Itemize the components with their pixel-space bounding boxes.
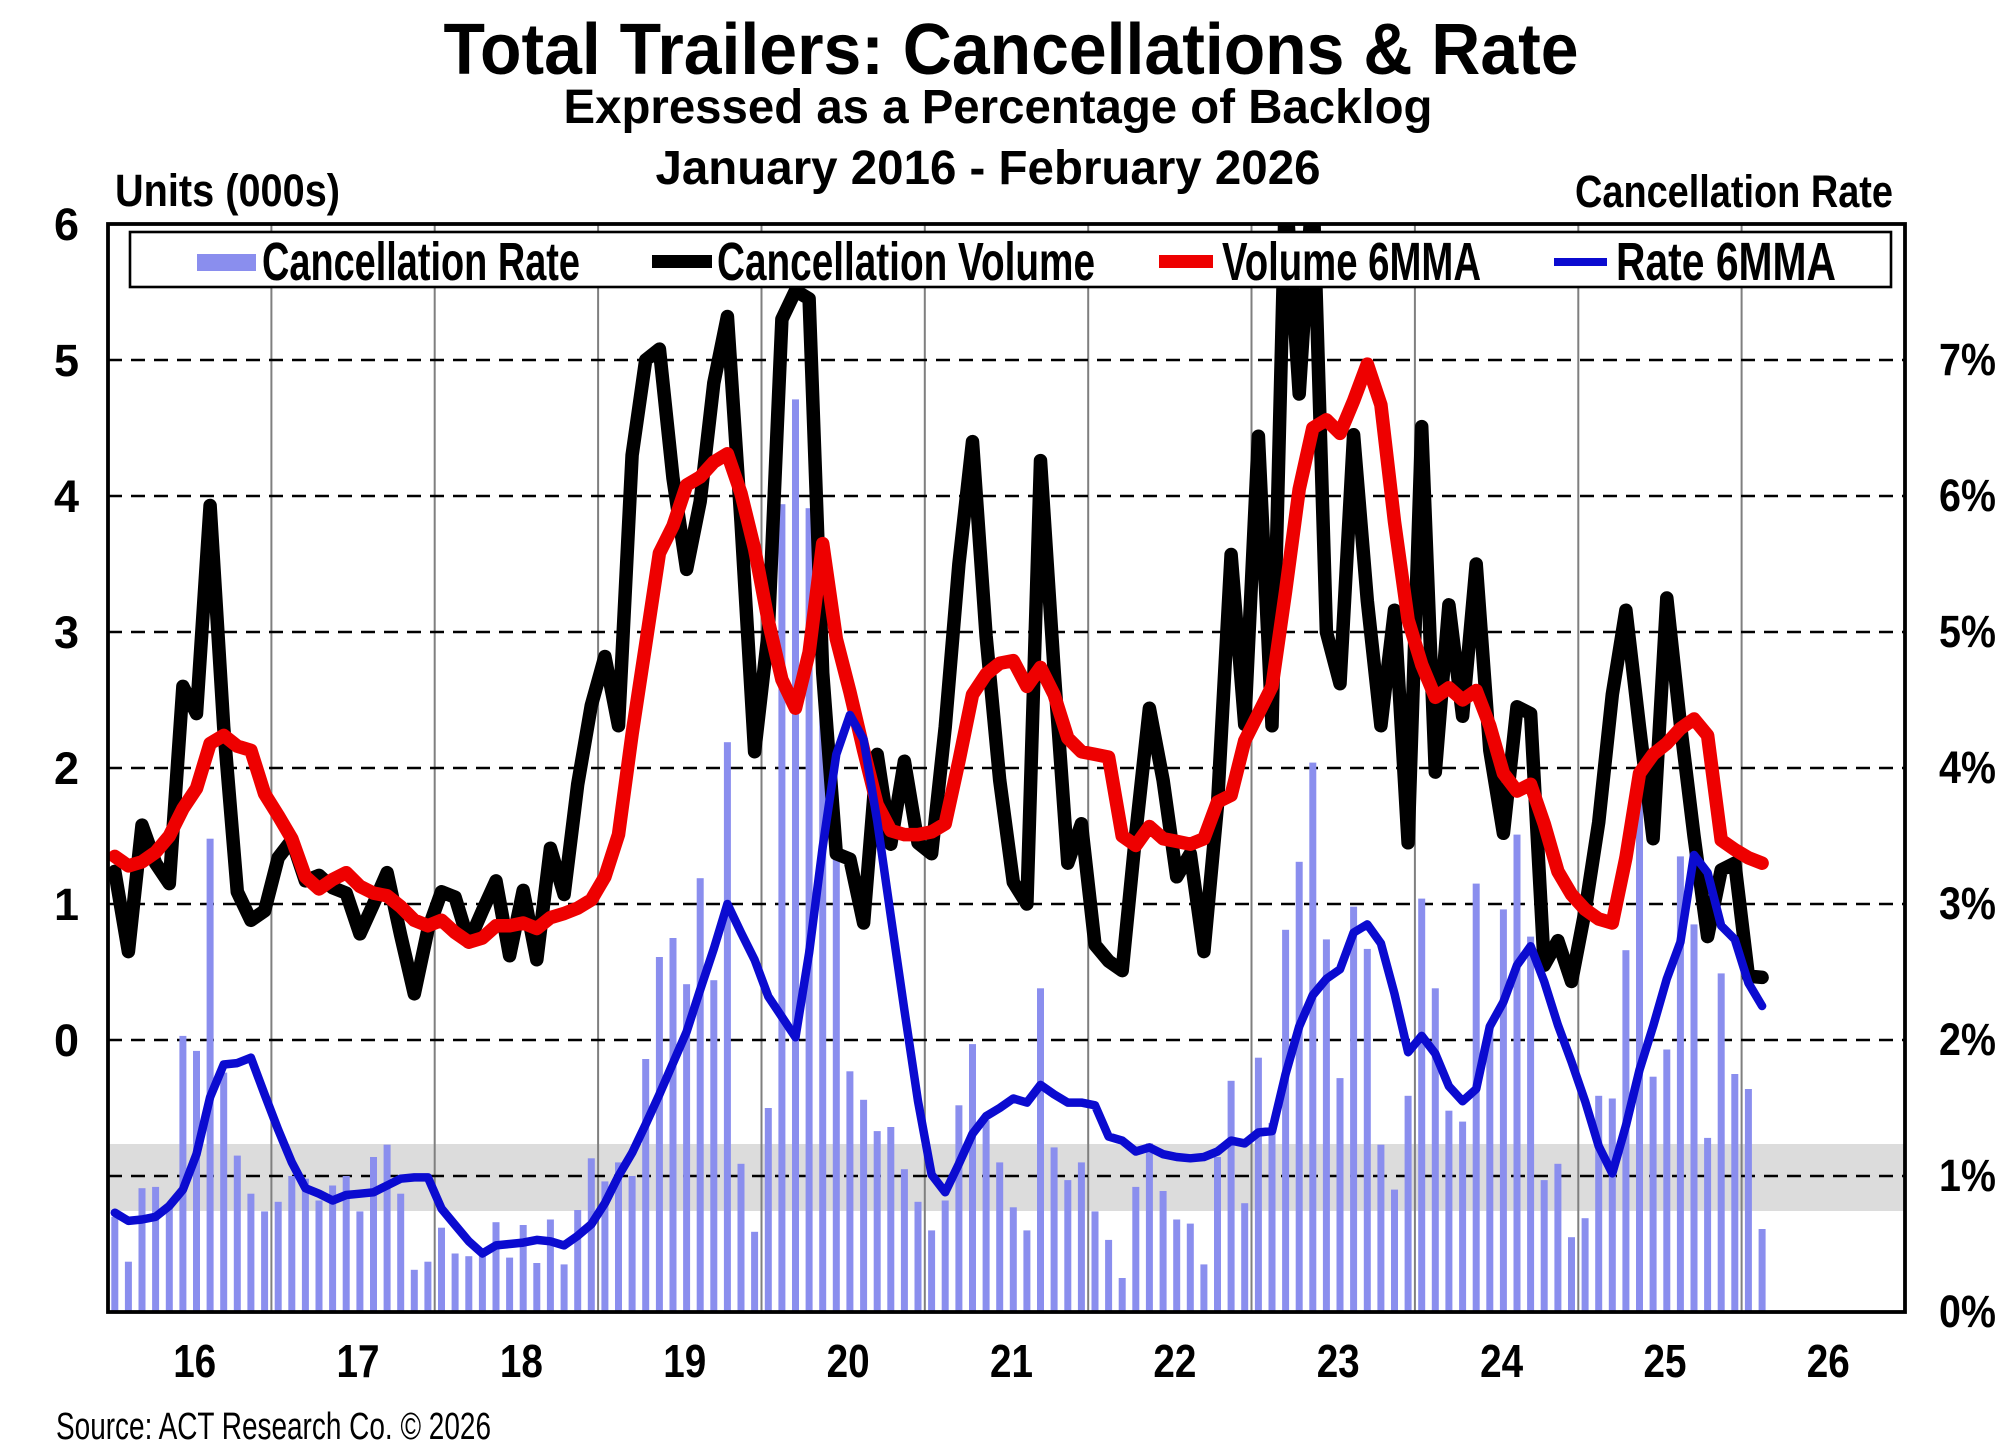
svg-text:6: 6 <box>54 199 79 250</box>
svg-text:2: 2 <box>54 743 79 794</box>
svg-text:4%: 4% <box>1939 742 1996 793</box>
svg-text:January 2016 - February 2026: January 2016 - February 2026 <box>656 142 1321 195</box>
svg-text:23: 23 <box>1317 1335 1360 1387</box>
svg-text:Units (000s): Units (000s) <box>115 165 340 216</box>
svg-text:0: 0 <box>54 1015 79 1066</box>
svg-text:5: 5 <box>54 335 79 386</box>
svg-text:20: 20 <box>827 1335 870 1387</box>
svg-text:18: 18 <box>500 1335 543 1387</box>
svg-text:Cancellation Volume: Cancellation Volume <box>717 232 1095 292</box>
svg-text:19: 19 <box>663 1335 706 1387</box>
svg-text:7%: 7% <box>1939 334 1996 385</box>
svg-text:5%: 5% <box>1939 606 1996 657</box>
svg-text:3%: 3% <box>1939 878 1996 929</box>
svg-text:Cancellation Rate: Cancellation Rate <box>1575 166 1893 217</box>
svg-text:Total Trailers: Cancellations: Total Trailers: Cancellations & Rate <box>444 10 1579 90</box>
svg-text:2%: 2% <box>1939 1014 1996 1065</box>
svg-text:22: 22 <box>1153 1335 1196 1387</box>
svg-text:Expressed as a Percentage of B: Expressed as a Percentage of Backlog <box>564 81 1433 134</box>
svg-text:17: 17 <box>337 1335 380 1387</box>
svg-text:1%: 1% <box>1939 1150 1996 1201</box>
svg-text:Volume 6MMA: Volume 6MMA <box>1222 232 1481 292</box>
svg-text:6%: 6% <box>1939 470 1996 521</box>
svg-text:3: 3 <box>54 607 79 658</box>
svg-text:26: 26 <box>1807 1335 1850 1387</box>
svg-text:25: 25 <box>1644 1335 1687 1387</box>
svg-text:0%: 0% <box>1939 1286 1996 1337</box>
svg-text:24: 24 <box>1480 1335 1523 1387</box>
svg-text:16: 16 <box>173 1335 216 1387</box>
svg-text:21: 21 <box>990 1335 1033 1387</box>
svg-text:1: 1 <box>54 879 79 930</box>
svg-text:Source: ACT Research Co. © 202: Source: ACT Research Co. © 2026 <box>56 1406 491 1448</box>
svg-text:Rate 6MMA: Rate 6MMA <box>1616 232 1836 292</box>
svg-text:4: 4 <box>54 471 79 522</box>
svg-text:Cancellation Rate: Cancellation Rate <box>262 232 580 292</box>
